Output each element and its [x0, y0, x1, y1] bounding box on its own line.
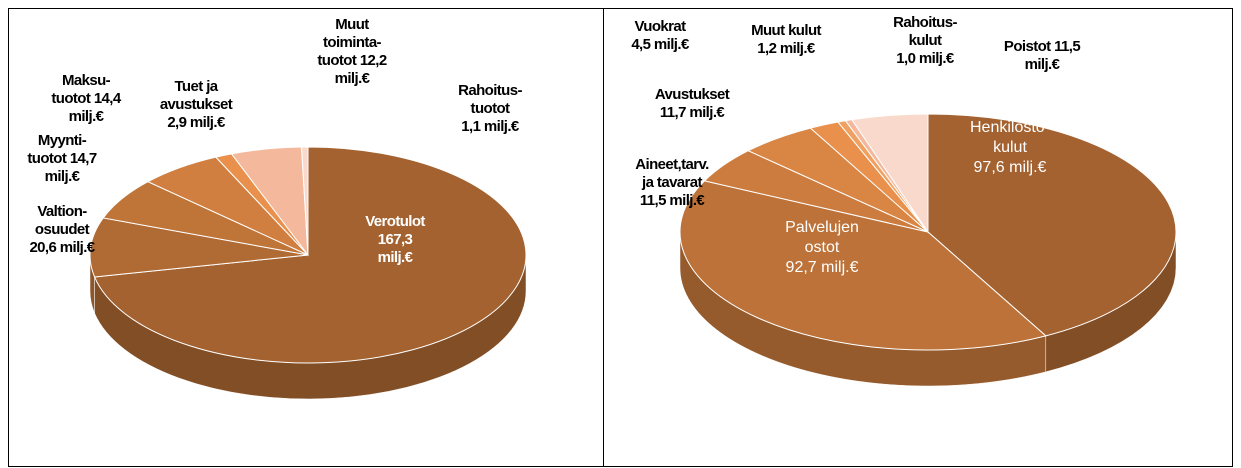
pie-slice [679, 180, 1047, 351]
slice-label: Poistot 11,5 milj.€ [1003, 38, 1081, 73]
slice-label: Valtion- osuudet 20,6 milj.€ [29, 203, 95, 256]
slice-label: Myynti- tuotot 14,7 milj.€ [27, 132, 97, 185]
slice-label: Verotulot 167,3 milj.€ [365, 213, 425, 266]
pie-slice [89, 217, 309, 278]
pie-slice [851, 113, 929, 234]
slice-label: Vuokrat 4,5 milj.€ [631, 18, 689, 53]
slice-label: Rahoitus- tuotot 1,1 milj.€ [458, 82, 522, 135]
slice-label: Maksu- tuotot 14,4 milj.€ [51, 72, 121, 125]
slice-label: Muut toiminta- tuotot 12,2 milj.€ [317, 16, 387, 87]
pie-slice [927, 113, 1177, 337]
slice-label: Avustukset 11,7 milj.€ [654, 86, 730, 121]
pie-slice [301, 146, 309, 256]
slice-label: Aineet,tarv. ja tavarat 11,5 milj.€ [635, 156, 709, 209]
slice-label: Rahoitus- kulut 1,0 milj.€ [893, 14, 957, 67]
pie-slice [93, 146, 527, 364]
frame [8, 8, 1233, 467]
slice-label: Henkilöstö- kulut 97,6 milj.€ [969, 119, 1051, 176]
slice-label: Palvelujen ostot 92,7 milj.€ [785, 219, 859, 276]
slice-label: Muut kulut 1,2 milj.€ [751, 22, 821, 57]
slice-label: Tuet ja avustukset 2,9 milj.€ [159, 78, 233, 131]
